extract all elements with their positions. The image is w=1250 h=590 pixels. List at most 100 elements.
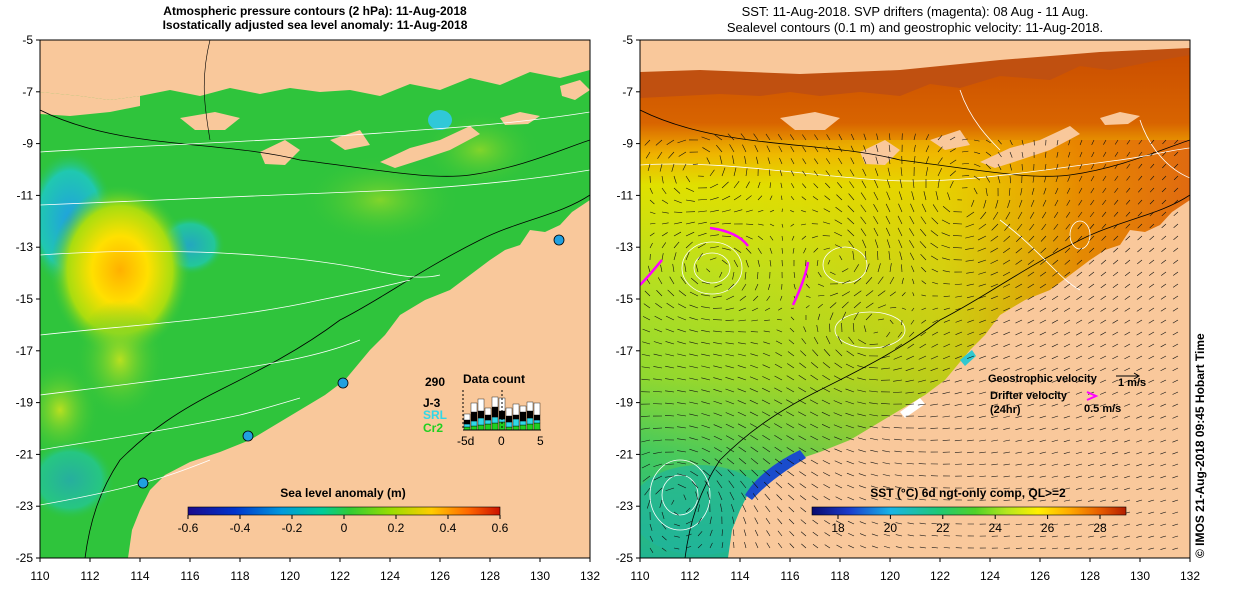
velocity-arrow — [1126, 175, 1131, 181]
velocity-arrow — [978, 295, 987, 299]
velocity-arrow — [1112, 415, 1119, 419]
velocity-arrow — [761, 399, 771, 405]
velocity-arrow — [870, 461, 879, 465]
velocity-arrow — [678, 290, 687, 297]
velocity-arrow — [787, 351, 795, 357]
velocity-arrow — [1051, 475, 1059, 478]
velocity-arrow — [811, 495, 819, 501]
velocity-arrow — [965, 235, 975, 239]
velocity-arrow — [1052, 247, 1059, 254]
velocity-arrow — [1103, 139, 1107, 145]
velocity-arrow — [905, 379, 915, 383]
velocity-arrow — [1076, 307, 1083, 312]
velocity-arrow — [649, 222, 656, 225]
velocity-arrow — [848, 240, 855, 249]
velocity-arrow — [763, 481, 771, 489]
velocity-arrow — [1150, 151, 1155, 157]
tide-gauge-marker — [553, 234, 565, 246]
velocity-arrow — [745, 195, 752, 201]
velocity-arrow — [977, 235, 987, 241]
velocity-arrow — [847, 484, 855, 489]
data-count-xtick: 0 — [498, 434, 505, 448]
velocity-arrow — [911, 191, 915, 201]
right-lon-tick: 122 — [930, 569, 950, 583]
velocity-arrow — [1112, 331, 1119, 336]
velocity-arrow — [1100, 379, 1107, 383]
velocity-arrow — [883, 533, 891, 537]
velocity-arrow — [910, 203, 915, 213]
velocity-arrow — [825, 182, 831, 189]
velocity-arrow — [943, 331, 951, 336]
velocity-arrow — [666, 302, 675, 309]
velocity-arrow — [653, 439, 663, 442]
velocity-arrow — [930, 379, 939, 383]
velocity-arrow — [786, 375, 795, 381]
velocity-arrow — [793, 271, 796, 279]
right-lat-tick: -13 — [616, 240, 634, 254]
velocity-arrow — [713, 330, 723, 333]
velocity-arrow — [1027, 499, 1035, 502]
velocity-arrow — [1160, 391, 1167, 395]
velocity-arrow — [814, 134, 819, 141]
velocity-arrow — [823, 349, 831, 357]
velocity-arrow — [829, 323, 831, 333]
velocity-arrow — [886, 179, 891, 189]
velocity-arrow — [1089, 247, 1095, 253]
velocity-arrow — [786, 435, 795, 441]
velocity-arrow — [1003, 379, 1011, 383]
velocity-arrow — [967, 331, 975, 335]
velocity-arrow — [991, 475, 999, 478]
velocity-arrow — [997, 151, 1002, 158]
velocity-arrow — [786, 399, 795, 405]
velocity-arrow — [838, 134, 843, 141]
velocity-arrow — [1160, 487, 1167, 491]
velocity-arrow — [931, 546, 939, 549]
velocity-arrow — [833, 375, 843, 381]
data-count-bar — [463, 419, 471, 425]
data-count-bar — [526, 401, 534, 412]
velocity-arrow — [822, 472, 831, 477]
velocity-arrow — [1027, 355, 1035, 359]
velocity-arrow — [965, 247, 975, 250]
velocity-arrow — [713, 389, 723, 393]
velocity-arrow — [1149, 223, 1155, 229]
velocity-arrow — [1028, 235, 1035, 242]
velocity-arrow — [701, 413, 711, 417]
velocity-arrow — [1172, 307, 1179, 312]
velocity-arrow — [677, 328, 687, 333]
velocity-arrow — [852, 323, 855, 333]
velocity-arrow — [792, 247, 795, 254]
velocity-arrow — [1077, 211, 1083, 218]
velocity-arrow — [750, 364, 759, 369]
velocity-arrow — [677, 462, 687, 465]
velocity-arrow — [721, 195, 731, 201]
velocity-arrow — [701, 424, 711, 429]
data-count-bar — [463, 423, 471, 428]
velocity-arrow — [1019, 199, 1023, 208]
velocity-arrow — [811, 235, 819, 239]
velocity-arrow — [823, 208, 831, 213]
velocity-arrow — [1124, 487, 1131, 490]
right-lon-tick: 120 — [880, 569, 900, 583]
velocity-arrow — [677, 426, 687, 429]
velocity-arrow — [1102, 163, 1107, 169]
velocity-arrow — [1016, 223, 1023, 231]
data-count-bar — [512, 414, 520, 420]
velocity-arrow — [1148, 271, 1155, 276]
velocity-arrow — [1137, 235, 1143, 241]
velocity-arrow — [870, 473, 879, 477]
velocity-arrow — [1112, 523, 1119, 526]
velocity-arrow — [740, 480, 747, 489]
velocity-arrow — [1173, 223, 1179, 229]
velocity-arrow — [1148, 475, 1155, 479]
velocity-arrow — [932, 307, 939, 310]
velocity-arrow — [931, 268, 939, 273]
velocity-arrow — [764, 307, 771, 311]
velocity-arrow — [1039, 391, 1047, 395]
velocity-arrow — [799, 362, 807, 369]
velocity-arrow — [967, 319, 975, 323]
right-lon-tick: 114 — [730, 569, 749, 583]
sla-colorbar: Sea level anomaly (m) -0.6 -0.4 -0.2 0 0.2 0.… — [178, 486, 509, 535]
velocity-arrow — [829, 292, 839, 297]
velocity-arrow — [697, 210, 707, 213]
